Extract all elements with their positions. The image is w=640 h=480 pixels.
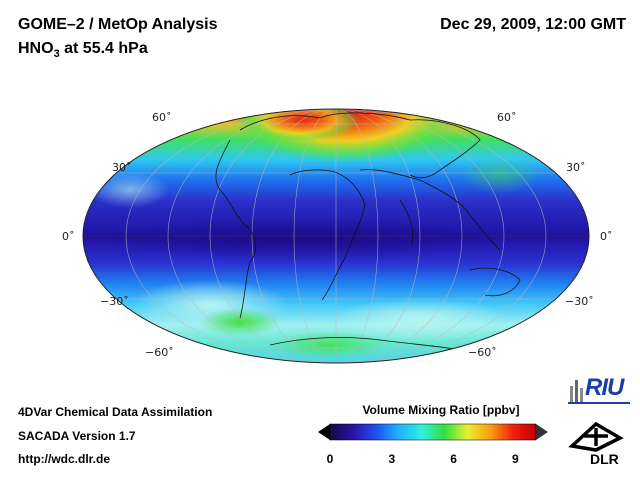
colorbar-tick: 6 xyxy=(450,452,457,466)
dlr-logo-text: DLR xyxy=(590,451,619,467)
footer-version: SACADA Version 1.7 xyxy=(18,429,136,443)
dlr-logo-icon xyxy=(568,421,624,452)
colorbar-tick: 9 xyxy=(512,452,519,466)
lat-label-60n-left: 60˚ xyxy=(152,111,172,124)
colorbar-title: Volume Mixing Ratio [ppbv] xyxy=(362,403,520,417)
lat-label-30s-right: −30˚ xyxy=(565,295,594,308)
coastlines xyxy=(215,112,521,351)
riu-logo-text: RIU xyxy=(585,374,624,401)
colorbar-max-arrow xyxy=(536,424,548,440)
lat-label-eq-left: 0˚ xyxy=(62,230,75,243)
colorbar-min-arrow xyxy=(318,424,330,440)
colorbar-tick: 0 xyxy=(326,452,334,466)
lat-label-60n-right: 60˚ xyxy=(497,111,517,124)
lat-label-60s-right: −60˚ xyxy=(468,346,497,359)
lat-label-30s-left: −30˚ xyxy=(100,295,129,308)
riu-logo xyxy=(568,380,630,404)
lat-label-30n-left: 30˚ xyxy=(112,161,132,174)
lat-label-30n-right: 30˚ xyxy=(566,161,586,174)
map-datetime: Dec 29, 2009, 12:00 GMT xyxy=(440,16,626,33)
map-subtitle: HNO3 at 55.4 hPa xyxy=(18,40,148,61)
footer-url[interactable]: http://wdc.dlr.de xyxy=(18,452,110,466)
footer-method: 4DVar Chemical Data Assimilation xyxy=(18,405,213,419)
colorbar xyxy=(318,423,548,441)
map-border xyxy=(82,108,590,364)
lat-label-eq-right: 0˚ xyxy=(600,230,613,243)
map-title: GOME–2 / MetOp Analysis xyxy=(18,16,218,33)
colorbar-tick: 3 xyxy=(388,452,396,466)
lat-label-60s-left: −60˚ xyxy=(145,346,174,359)
